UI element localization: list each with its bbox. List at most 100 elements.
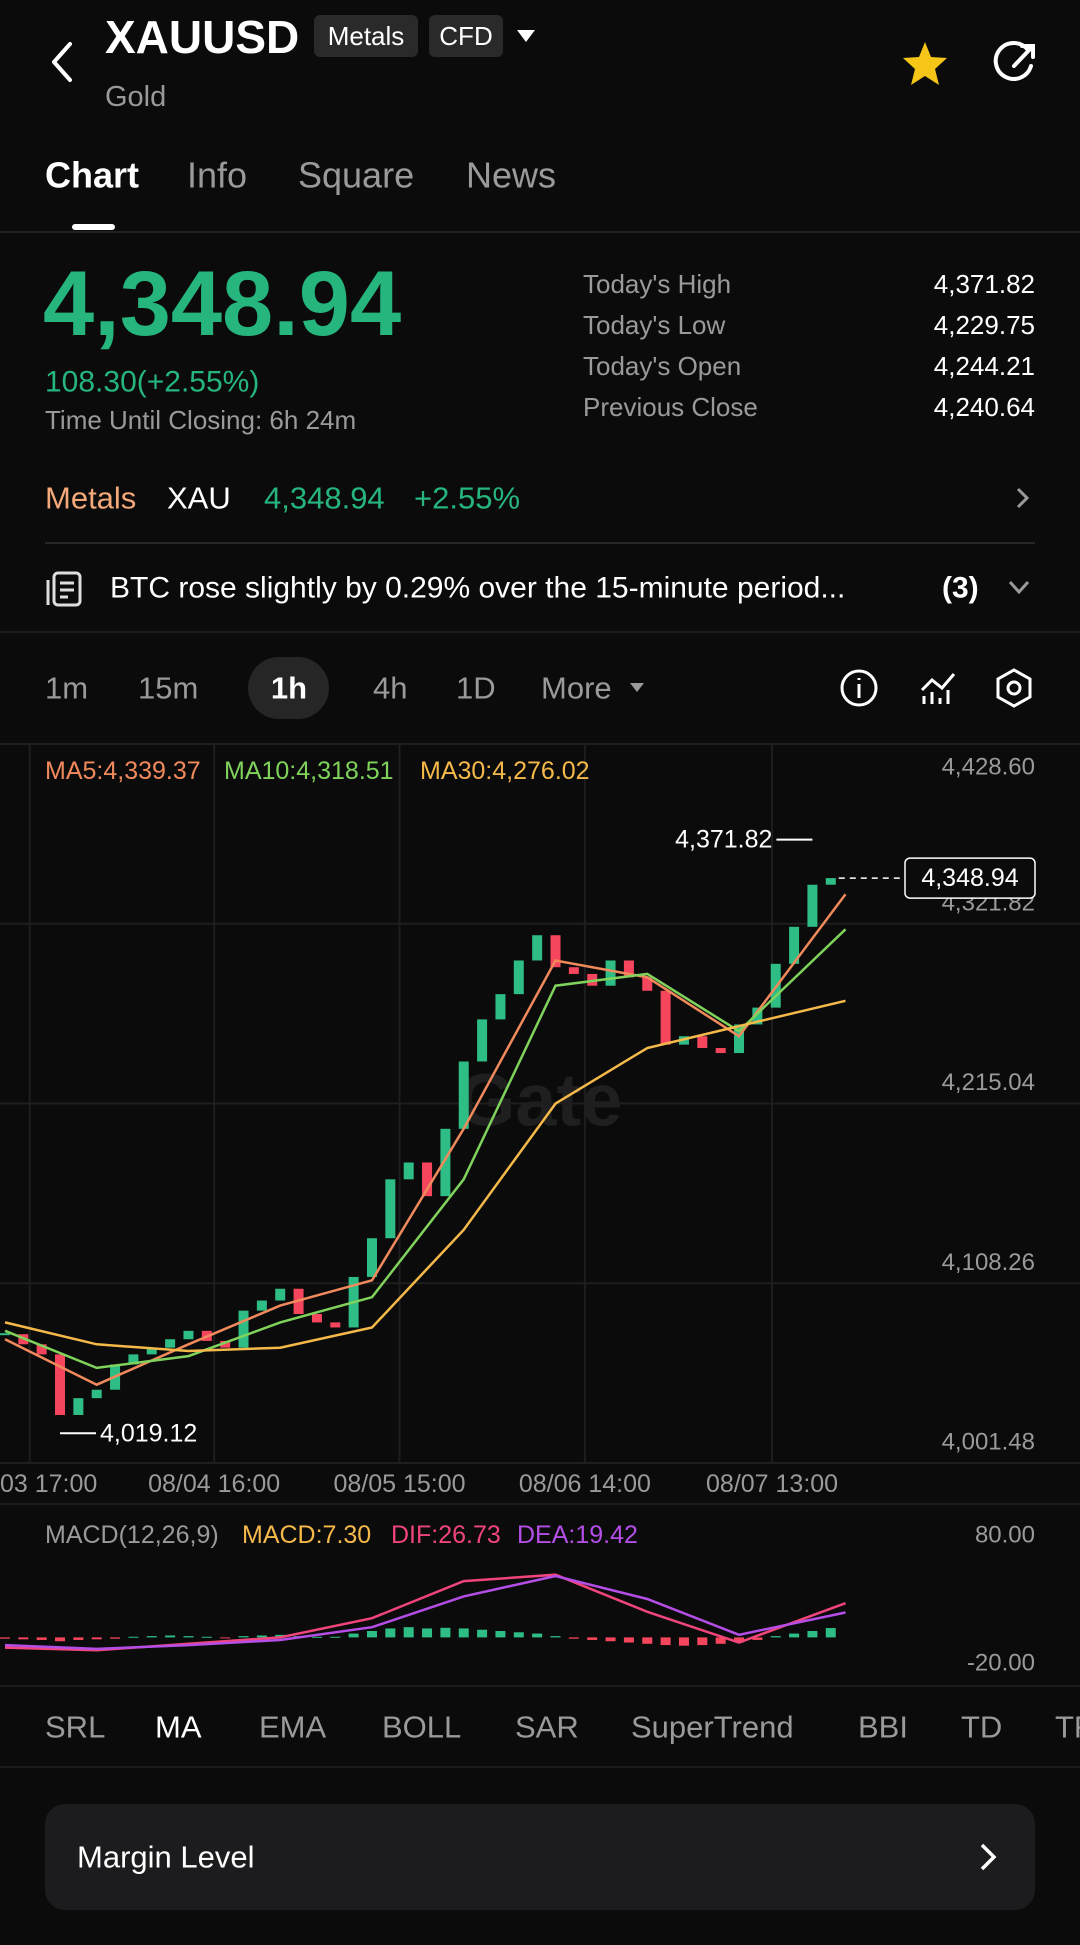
interval[interactable]: 1h bbox=[271, 671, 307, 706]
x-tick-label: 08/06 14:00 bbox=[519, 1470, 651, 1498]
last-price-label: 4,348.94 bbox=[921, 864, 1018, 892]
macd-bar bbox=[403, 1627, 414, 1638]
candle bbox=[36, 1344, 47, 1355]
candle bbox=[605, 960, 616, 986]
macd-bar bbox=[91, 1637, 102, 1640]
badge bbox=[429, 15, 503, 57]
share-icon[interactable] bbox=[993, 40, 1033, 81]
favorite-icon[interactable] bbox=[903, 42, 947, 85]
settings-icon[interactable] bbox=[996, 668, 1032, 708]
macd-bar bbox=[458, 1628, 469, 1638]
back-button[interactable] bbox=[52, 42, 72, 82]
macd-bar bbox=[789, 1633, 800, 1638]
macd-line bbox=[4, 1574, 846, 1651]
badge-text: CFD bbox=[439, 21, 492, 51]
interval[interactable]: 1D bbox=[456, 671, 496, 706]
symbol: XAUUSD bbox=[105, 11, 299, 63]
indicator-icon[interactable] bbox=[920, 673, 956, 704]
macd-bar bbox=[73, 1637, 84, 1640]
candle bbox=[275, 1288, 286, 1301]
y-tick-label: 4,001.48 bbox=[942, 1429, 1035, 1456]
ma-line bbox=[4, 893, 847, 1387]
macd-bar bbox=[165, 1635, 176, 1638]
y-tick-label: 80.00 bbox=[975, 1522, 1035, 1549]
legend-entry: MACD:7.30 bbox=[242, 1521, 371, 1549]
indicator-tab[interactable]: SuperTrend bbox=[631, 1710, 794, 1745]
indicator-tab[interactable]: TD bbox=[961, 1710, 1002, 1745]
margin-level-label: Margin Level bbox=[77, 1840, 254, 1875]
tab[interactable]: Square bbox=[298, 155, 414, 196]
interval-pill bbox=[248, 657, 329, 719]
stat-value: 4,240.64 bbox=[934, 392, 1035, 422]
candle bbox=[477, 1019, 488, 1062]
y-tick-label: 4,108.26 bbox=[942, 1249, 1035, 1276]
macd-bar bbox=[605, 1637, 616, 1642]
margin-level-card[interactable] bbox=[45, 1804, 1035, 1910]
indicator-tab[interactable]: TRIX bbox=[1055, 1710, 1080, 1745]
indicator-tab[interactable]: MA bbox=[155, 1710, 202, 1745]
candle bbox=[366, 1238, 377, 1277]
candle bbox=[256, 1300, 267, 1311]
macd-bar bbox=[770, 1636, 781, 1638]
interval[interactable]: 4h bbox=[373, 671, 407, 706]
candle bbox=[623, 960, 634, 978]
annotation: 4,371.82 bbox=[675, 826, 772, 854]
candle bbox=[752, 1007, 763, 1025]
macd-bar bbox=[238, 1636, 249, 1638]
macd-bar bbox=[422, 1628, 433, 1638]
dropdown-icon[interactable] bbox=[517, 30, 535, 42]
stat-label: Previous Close bbox=[583, 392, 758, 422]
info-icon[interactable] bbox=[840, 669, 878, 707]
watermark: Gate bbox=[458, 1059, 623, 1142]
candle bbox=[330, 1322, 341, 1328]
divider bbox=[0, 631, 1080, 633]
candle bbox=[697, 1036, 708, 1049]
indicator-tab[interactable]: SRL bbox=[45, 1710, 105, 1745]
closing-time: Time Until Closing: 6h 24m bbox=[45, 405, 356, 435]
tab[interactable]: Chart bbox=[45, 155, 139, 196]
candle bbox=[825, 878, 836, 885]
candle bbox=[660, 990, 671, 1045]
last-price: 4,348.94 bbox=[43, 253, 401, 355]
macd-bar bbox=[311, 1636, 322, 1638]
interval[interactable]: 1m bbox=[45, 671, 88, 706]
macd-bar bbox=[477, 1629, 488, 1638]
x-tick-label: 08/07 13:00 bbox=[706, 1470, 838, 1498]
candle bbox=[128, 1354, 139, 1365]
tab[interactable]: Info bbox=[187, 155, 247, 196]
chevron[interactable] bbox=[1016, 487, 1030, 509]
indicator-tab[interactable]: EMA bbox=[259, 1710, 327, 1745]
expand-icon[interactable] bbox=[1008, 580, 1030, 595]
macd-bar bbox=[256, 1635, 267, 1638]
candle bbox=[385, 1179, 396, 1239]
market-change: +2.55% bbox=[414, 481, 520, 516]
macd-bar bbox=[201, 1636, 212, 1638]
indicator-tab[interactable]: SAR bbox=[515, 1710, 579, 1745]
macd-bar bbox=[532, 1633, 543, 1638]
news-icon bbox=[52, 571, 82, 607]
candle bbox=[715, 1048, 726, 1054]
macd-bar bbox=[825, 1628, 836, 1638]
tab[interactable]: News bbox=[466, 155, 556, 196]
candle bbox=[220, 1340, 231, 1348]
stat-value: 4,229.75 bbox=[934, 310, 1035, 340]
news-text[interactable]: BTC rose slightly by 0.29% over the 15-m… bbox=[110, 572, 845, 605]
divider bbox=[0, 1503, 1080, 1505]
interval[interactable]: More bbox=[541, 671, 612, 706]
macd-bar bbox=[513, 1632, 524, 1638]
macd-bar bbox=[128, 1636, 139, 1638]
candle bbox=[495, 994, 506, 1020]
indicator-tab[interactable]: BOLL bbox=[382, 1710, 461, 1745]
candle bbox=[568, 967, 579, 974]
macd-chart: 80.00 -20.00 MACD(12,26,9) MACD:7.30 DIF:26.… bbox=[0, 1521, 1035, 1677]
candle bbox=[403, 1162, 414, 1180]
stat-label: Today's Open bbox=[583, 351, 741, 381]
x-tick-label: 08/04 16:00 bbox=[148, 1470, 280, 1498]
macd-bar bbox=[366, 1631, 377, 1638]
ma-line bbox=[4, 928, 847, 1370]
stat-value: 4,371.82 bbox=[934, 269, 1035, 299]
indicator-tab[interactable]: BBI bbox=[858, 1710, 908, 1745]
interval[interactable]: 15m bbox=[138, 671, 198, 706]
y-tick-label: -20.00 bbox=[967, 1650, 1035, 1677]
